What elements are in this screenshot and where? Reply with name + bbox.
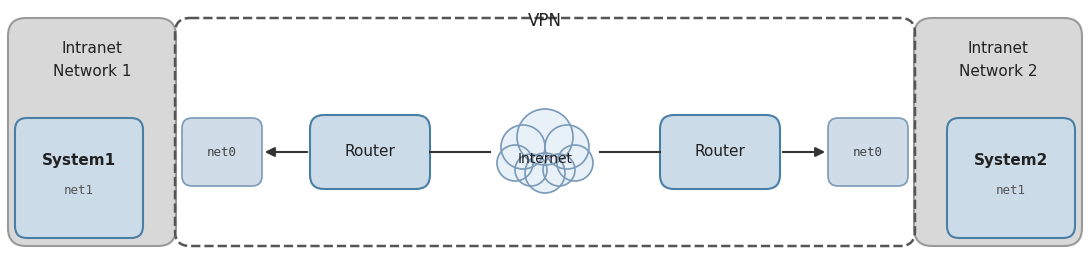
Text: Router: Router — [694, 145, 746, 160]
Text: VPN: VPN — [528, 12, 562, 30]
Text: Internet: Internet — [518, 152, 572, 166]
FancyBboxPatch shape — [310, 115, 429, 189]
Text: System2: System2 — [973, 152, 1049, 167]
Circle shape — [545, 125, 589, 169]
Circle shape — [557, 145, 593, 181]
FancyBboxPatch shape — [15, 118, 143, 238]
Circle shape — [525, 153, 565, 193]
Text: System1: System1 — [41, 152, 116, 167]
FancyBboxPatch shape — [915, 18, 1082, 246]
FancyBboxPatch shape — [182, 118, 262, 186]
Circle shape — [514, 154, 547, 186]
Circle shape — [497, 145, 533, 181]
Text: Intranet
Network 2: Intranet Network 2 — [959, 41, 1038, 78]
Circle shape — [501, 125, 545, 169]
FancyBboxPatch shape — [8, 18, 175, 246]
FancyBboxPatch shape — [661, 115, 780, 189]
Circle shape — [517, 109, 573, 165]
Text: net1: net1 — [996, 183, 1026, 197]
FancyBboxPatch shape — [947, 118, 1075, 238]
Circle shape — [543, 154, 576, 186]
Text: net1: net1 — [64, 183, 94, 197]
Text: net0: net0 — [853, 146, 883, 158]
Text: Router: Router — [344, 145, 396, 160]
FancyBboxPatch shape — [828, 118, 908, 186]
Text: net0: net0 — [207, 146, 237, 158]
Text: Intranet
Network 1: Intranet Network 1 — [52, 41, 131, 78]
